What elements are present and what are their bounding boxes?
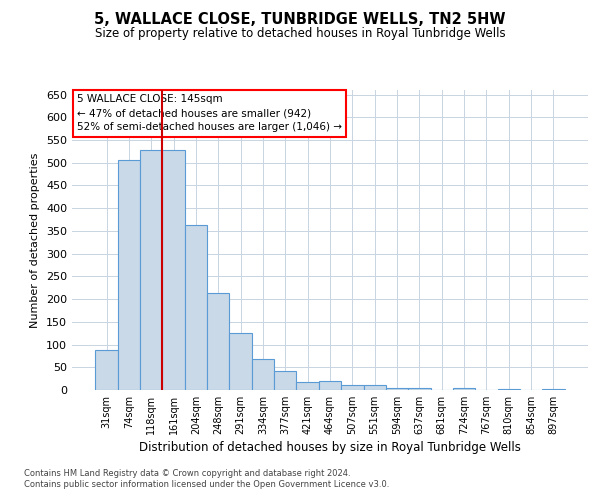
Bar	[118, 160, 140, 390]
Text: Contains HM Land Registry data © Crown copyright and database right 2024.: Contains HM Land Registry data © Crown c…	[24, 468, 350, 477]
Bar	[341, 385, 364, 390]
Bar	[319, 381, 341, 390]
Bar	[185, 226, 207, 390]
Text: Distribution of detached houses by size in Royal Tunbridge Wells: Distribution of detached houses by size …	[139, 441, 521, 454]
Bar	[408, 388, 431, 390]
Text: Size of property relative to detached houses in Royal Tunbridge Wells: Size of property relative to detached ho…	[95, 28, 505, 40]
Text: 5, WALLACE CLOSE, TUNBRIDGE WELLS, TN2 5HW: 5, WALLACE CLOSE, TUNBRIDGE WELLS, TN2 5…	[94, 12, 506, 28]
Text: Contains public sector information licensed under the Open Government Licence v3: Contains public sector information licen…	[24, 480, 389, 489]
Bar	[364, 385, 386, 390]
Bar	[453, 388, 475, 390]
Bar	[386, 388, 408, 390]
Bar	[542, 388, 565, 390]
Bar	[296, 382, 319, 390]
Y-axis label: Number of detached properties: Number of detached properties	[31, 152, 40, 328]
Text: 5 WALLACE CLOSE: 145sqm
← 47% of detached houses are smaller (942)
52% of semi-d: 5 WALLACE CLOSE: 145sqm ← 47% of detache…	[77, 94, 342, 132]
Bar	[207, 292, 229, 390]
Bar	[497, 388, 520, 390]
Bar	[274, 371, 296, 390]
Bar	[252, 359, 274, 390]
Bar	[229, 333, 252, 390]
Bar	[95, 350, 118, 390]
Bar	[140, 150, 163, 390]
Bar	[163, 150, 185, 390]
